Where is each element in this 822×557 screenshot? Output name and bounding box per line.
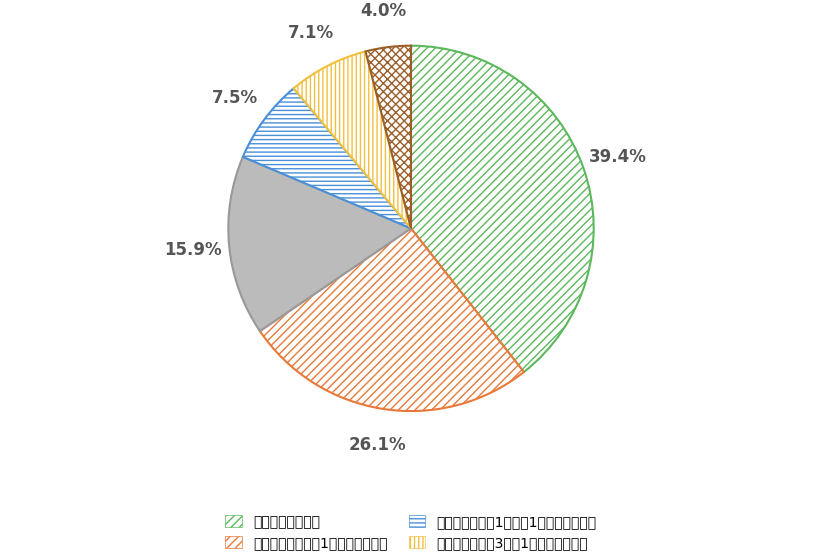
Wedge shape [242, 89, 411, 228]
Wedge shape [411, 46, 593, 372]
Legend: ほとんど話さない, たまに話す（月に1度ほどは話す）, 話したことがない, 日常的に話す（1週間に1度ほどは話す）, 日常的に話す（3日に1度ほどは話す）, 日: ほとんど話さない, たまに話す（月に1度ほどは話す）, 話したことがない, 日常… [219, 508, 603, 557]
Text: 39.4%: 39.4% [589, 148, 647, 165]
Text: 7.1%: 7.1% [288, 25, 334, 42]
Text: 15.9%: 15.9% [164, 241, 222, 258]
Wedge shape [366, 46, 411, 228]
Text: 4.0%: 4.0% [361, 2, 407, 20]
Text: 7.5%: 7.5% [212, 89, 258, 107]
Wedge shape [229, 157, 411, 331]
Wedge shape [260, 228, 524, 411]
Wedge shape [293, 51, 411, 228]
Text: 26.1%: 26.1% [349, 436, 406, 454]
